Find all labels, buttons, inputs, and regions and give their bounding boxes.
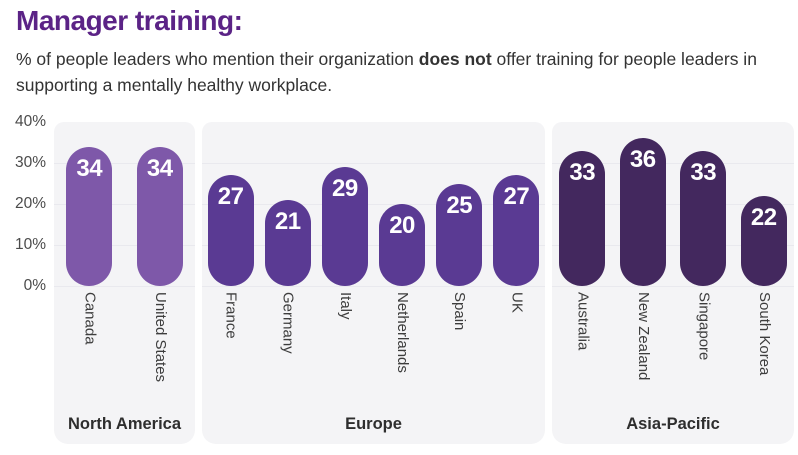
bar-value-label: 33: [569, 158, 596, 186]
bar-value-label: 21: [274, 207, 301, 235]
bar-value-label: 33: [690, 158, 717, 186]
category-labels: Canada United States: [54, 292, 195, 434]
bar: 25: [436, 183, 483, 286]
gridline: [202, 245, 545, 246]
category-label: Singapore: [695, 292, 713, 361]
bar: 34: [66, 146, 113, 286]
y-axis-tick: 30%: [14, 154, 46, 171]
category-label: New Zealand: [634, 292, 652, 381]
gridline: [54, 286, 195, 287]
bar-value-label: 25: [446, 191, 473, 219]
y-axis-tick: 0%: [23, 277, 46, 294]
bar-value-label: 29: [332, 175, 358, 203]
bar-chart: 40% 30% 20% 10% 0% 34 34 Canada United States No…: [0, 113, 798, 455]
category-label: United States: [151, 292, 169, 383]
bar: 20: [379, 204, 426, 286]
gridline: [202, 286, 545, 287]
y-axis-tick: 40%: [14, 113, 46, 130]
gridline: [54, 163, 195, 164]
bar: 27: [207, 175, 254, 286]
panels-row: 34 34 Canada United States North America 27 21…: [54, 122, 794, 444]
category-label: UK: [508, 292, 526, 313]
page-title: Manager training:: [16, 5, 243, 36]
bar: 36: [619, 138, 666, 286]
category-label: Spain: [451, 292, 469, 331]
gridline: [552, 163, 794, 164]
bar-value-label: 27: [503, 183, 530, 211]
gridline: [202, 204, 545, 205]
region-panel: 27 21 29 20 25 27 France Germany Italy Netherland…: [202, 122, 545, 444]
gridline: [202, 163, 545, 164]
y-axis: 40% 30% 20% 10% 0%: [0, 113, 46, 322]
region-panel: 33 36 33 22 Australia New Zealand Singapore Sou…: [552, 122, 794, 444]
category-label: Germany: [279, 292, 297, 354]
bar-value-label: 27: [217, 183, 244, 211]
gridline: [552, 286, 794, 287]
category-labels: Australia New Zealand Singapore South Korea: [552, 292, 794, 434]
bar-value-label: 34: [146, 154, 173, 182]
bar: 33: [559, 150, 606, 286]
region-group-label: Europe: [345, 415, 402, 433]
category-label: Australia: [574, 292, 592, 351]
subtitle-text-post: offer training for people leaders in sup…: [16, 49, 757, 95]
bar: 29: [321, 167, 368, 286]
subtitle-text-bold: does not: [418, 49, 492, 69]
gridline: [552, 204, 794, 205]
category-label: Italy: [336, 292, 354, 320]
gridline: [552, 245, 794, 246]
bar-value-label: 20: [389, 212, 415, 239]
bar: 22: [740, 195, 787, 286]
region-group-label: North America: [67, 415, 182, 433]
bar-value-label: 34: [76, 154, 103, 182]
bars-container: 34 34: [54, 122, 195, 286]
bar: 33: [680, 150, 727, 286]
chart-subtitle: % of people leaders who mention their or…: [16, 46, 786, 98]
bar: 21: [264, 199, 311, 286]
y-axis-tick: 10%: [14, 236, 46, 253]
chart-header: Manager training: % of people leaders wh…: [16, 4, 786, 98]
region-panel: 34 34 Canada United States North America: [54, 122, 195, 444]
bars-container: 27 21 29 20 25 27: [202, 122, 545, 286]
gridline: [54, 204, 195, 205]
bar: 34: [136, 146, 183, 286]
bar: 27: [493, 175, 540, 286]
category-label: Canada: [81, 292, 99, 345]
bar-value-label: 22: [750, 203, 777, 231]
bars-container: 33 36 33 22: [552, 122, 794, 286]
category-labels: France Germany Italy Netherlands Spain UK: [202, 292, 545, 434]
category-label: Netherlands: [394, 292, 412, 373]
category-label: South Korea: [755, 292, 773, 376]
subtitle-text-pre: % of people leaders who mention their or…: [16, 49, 419, 69]
y-axis-tick: 20%: [14, 195, 46, 212]
region-group-label: Asia-Pacific: [626, 415, 720, 433]
bar-value-label: 36: [629, 146, 656, 174]
category-label: France: [222, 292, 240, 339]
gridline: [54, 245, 195, 246]
